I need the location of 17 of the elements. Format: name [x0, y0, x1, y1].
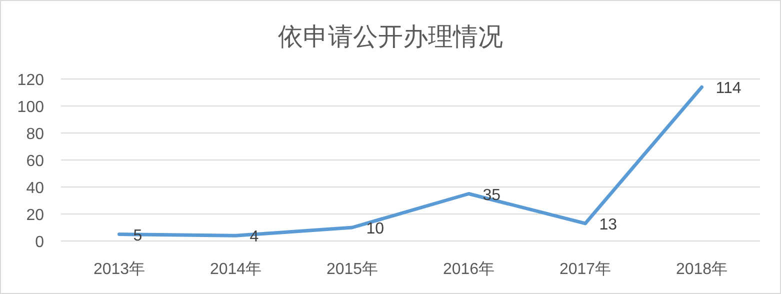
data-label: 10: [366, 220, 384, 238]
data-label: 114: [716, 80, 742, 98]
y-tick-label: 40: [26, 180, 44, 197]
chart-title: 依申请公开办理情况: [278, 23, 503, 51]
y-tick-label: 20: [26, 207, 44, 224]
x-tick-label: 2015年: [326, 261, 378, 278]
x-tick-label: 2013年: [93, 261, 146, 278]
x-tick-label: 2014年: [210, 261, 262, 278]
y-tick-label: 60: [26, 153, 44, 170]
x-tick-label: 2017年: [559, 261, 612, 278]
x-tick-label: 2018年: [676, 261, 728, 278]
x-tick-label: 2016年: [442, 261, 495, 278]
y-tick-label: 0: [35, 234, 44, 251]
y-tick-label: 120: [17, 72, 44, 89]
data-label: 13: [599, 216, 618, 234]
y-tick-label: 80: [26, 126, 44, 143]
y-tick-label: 100: [17, 99, 44, 116]
